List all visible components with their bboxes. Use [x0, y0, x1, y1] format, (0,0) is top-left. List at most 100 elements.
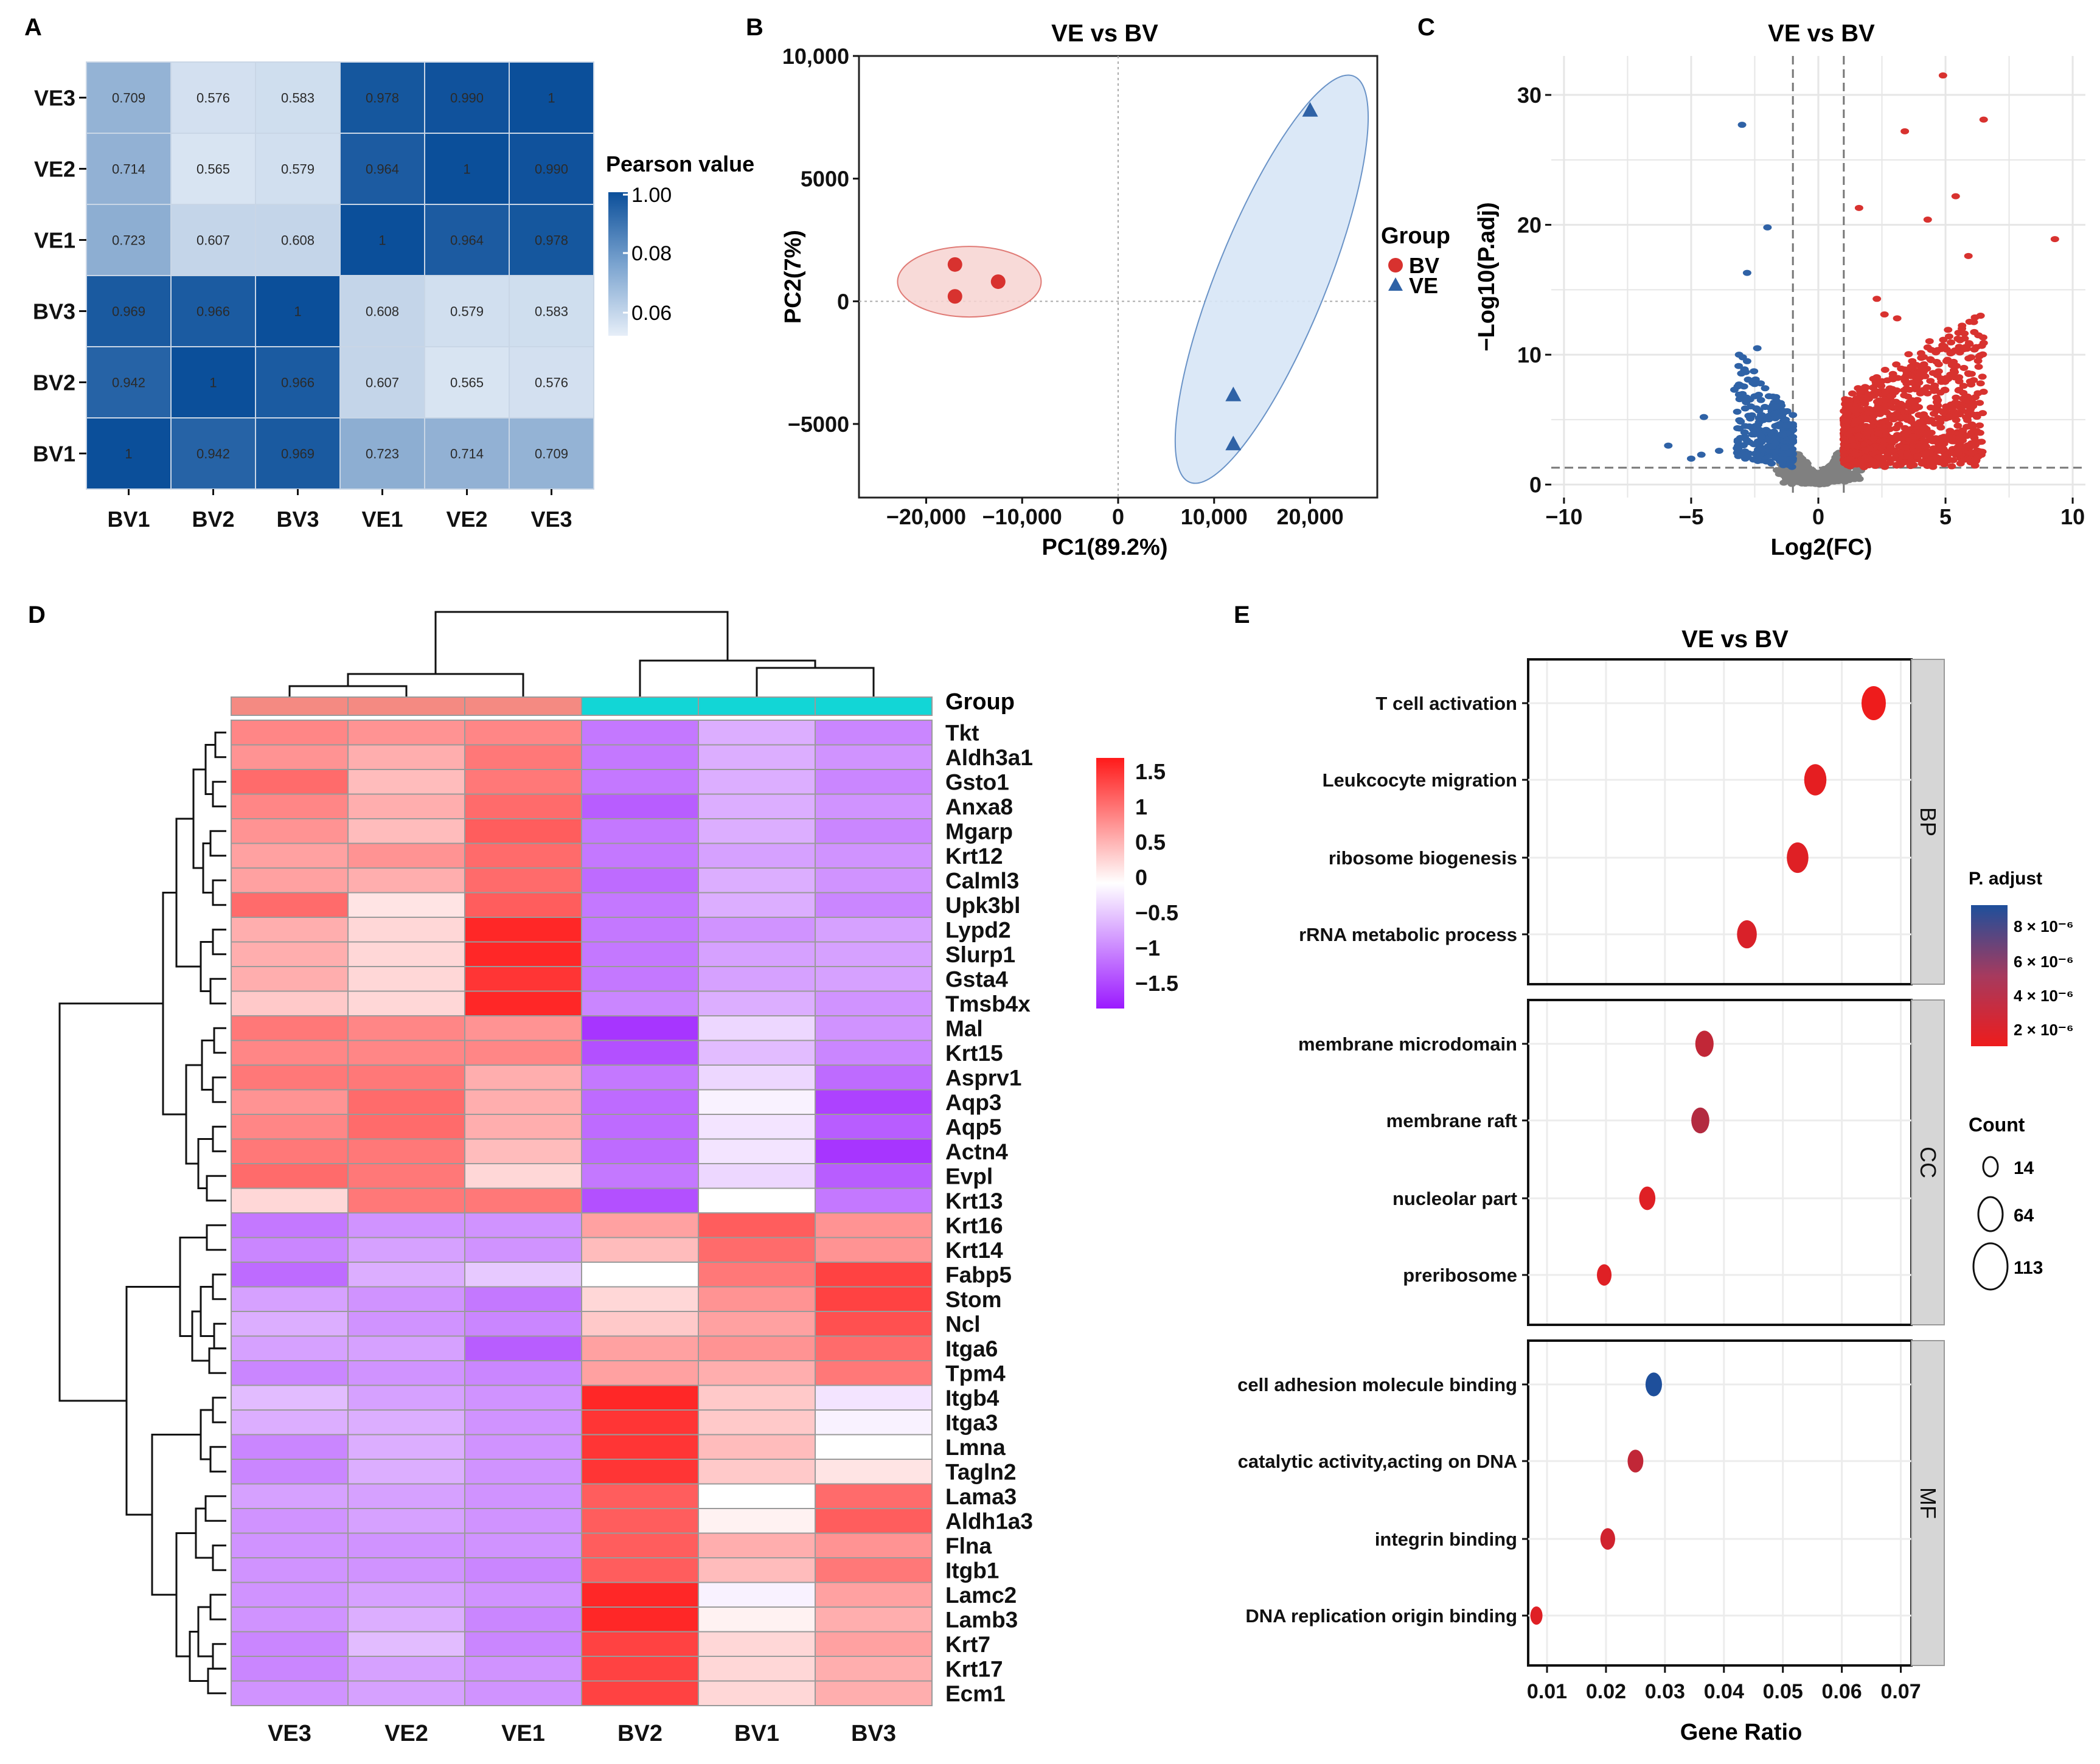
- deg-legend-tick: −1: [1135, 936, 1160, 960]
- deg-cell: [815, 1582, 933, 1608]
- deg-cell: [581, 1459, 699, 1485]
- deg-legend-tick: −0.5: [1135, 900, 1178, 925]
- deg-cell: [698, 1187, 816, 1214]
- group-annotation-label: Group: [945, 689, 1015, 715]
- volcano-point-ns: [1803, 460, 1812, 467]
- go-point: [1695, 1030, 1714, 1057]
- deg-cell: [698, 892, 816, 918]
- deg-cell: [581, 1311, 699, 1337]
- deg-cell: [698, 1508, 816, 1534]
- go-xtick-label: 0.02: [1586, 1680, 1626, 1703]
- deg-cell: [464, 917, 582, 943]
- deg-cell: [347, 720, 465, 746]
- volcano-point-up: [1907, 363, 1916, 370]
- deg-cell: [231, 1631, 349, 1657]
- deg-cell: [581, 1138, 699, 1164]
- volcano-point-up: [1955, 411, 1964, 418]
- row-tree-branch: [212, 1125, 226, 1153]
- pearson-row-label: VE1: [34, 228, 75, 253]
- deg-cell: [231, 1459, 349, 1485]
- deg-cell: [698, 1434, 816, 1460]
- pearson-cell: [255, 346, 341, 418]
- deg-cell: [231, 1508, 349, 1534]
- volcano-point-up: [1880, 366, 1890, 373]
- deg-cell: [464, 867, 582, 894]
- volcano-point-down: [1768, 393, 1778, 400]
- volcano-point-up: [1921, 443, 1930, 450]
- go-point: [1597, 1264, 1612, 1286]
- volcano-point-down: [1778, 432, 1787, 439]
- volcano-point-up: [1863, 415, 1872, 422]
- volcano-point-up: [1860, 442, 1869, 448]
- volcano-point-up: [1964, 370, 1973, 377]
- deg-cell: [347, 1656, 465, 1682]
- volcano-point-up: [1946, 350, 1955, 356]
- pearson-col-label: BV3: [276, 507, 319, 532]
- deg-cell: [581, 1262, 699, 1288]
- pearson-cell: [509, 61, 594, 134]
- pearson-cell-value: 0.565: [450, 375, 484, 391]
- pca-ytick-label: 5000: [801, 167, 849, 192]
- row-tree-branch: [212, 1273, 226, 1300]
- panel-d-letter: D: [28, 602, 46, 628]
- count-legend-small: [1982, 1156, 1999, 1178]
- row-dendrogram: [58, 731, 226, 1695]
- deg-cell: [231, 1138, 349, 1164]
- count-legend-medium: [1977, 1196, 2004, 1232]
- pearson-cell: [86, 346, 172, 418]
- pca-xtick-label: −20,000: [886, 504, 966, 529]
- volcano-point-down: [1733, 445, 1742, 451]
- volcano-point-down: [1767, 460, 1776, 467]
- deg-cell: [231, 1532, 349, 1558]
- volcano-point-up: [1944, 327, 1953, 333]
- gene-label: Tkt: [945, 720, 979, 745]
- gene-label: Itga3: [945, 1410, 998, 1435]
- volcano-point-up: [1903, 417, 1912, 423]
- pearson-cell-value: 0.990: [535, 162, 568, 177]
- deg-legend-tick: 0.5: [1135, 830, 1166, 855]
- volcano-point-up: [1974, 364, 1983, 370]
- volcano-xlabel: Log2(FC): [1771, 535, 1872, 560]
- deg-cell: [464, 1606, 582, 1633]
- go-point: [1530, 1606, 1543, 1625]
- deg-cell: [464, 1631, 582, 1657]
- pearson-col-label: VE1: [361, 507, 403, 532]
- deg-cell: [231, 1015, 349, 1041]
- pearson-cell-value: 0.990: [450, 91, 484, 106]
- volcano-point-up: [1978, 334, 1987, 341]
- go-point: [1861, 686, 1886, 720]
- volcano-point-down: [1750, 368, 1759, 375]
- deg-cell: [581, 990, 699, 1016]
- row-tree-branch: [206, 1175, 226, 1202]
- row-tree-branch: [213, 1027, 226, 1054]
- pca-point-bv: [990, 274, 1006, 290]
- volcano-point-down: [1745, 423, 1754, 430]
- gene-label: Itgb1: [945, 1558, 999, 1583]
- volcano-point-up: [1919, 353, 1928, 360]
- volcano-point-up: [1970, 328, 1979, 335]
- group-cell: [698, 696, 816, 716]
- deg-cell: [347, 892, 465, 918]
- pearson-cell-value: 0.709: [535, 446, 568, 462]
- volcano-point-up: [1939, 336, 1948, 343]
- volcano-point-up: [1882, 409, 1891, 416]
- pearson-cell-value: 0.969: [281, 446, 315, 462]
- deg-cell: [815, 1237, 933, 1263]
- deg-cell: [698, 1212, 816, 1238]
- volcano-point-up: [1930, 420, 1939, 427]
- volcano-point-up: [1880, 311, 1889, 318]
- pearson-cell-value: 0.576: [535, 375, 568, 391]
- volcano-point-up: [1923, 217, 1932, 223]
- pca-ellipse-bv: [897, 246, 1042, 318]
- volcano-point-up: [1851, 451, 1860, 458]
- deg-cell: [347, 1237, 465, 1263]
- volcano-point-down: [1742, 394, 1751, 401]
- volcano-point-down: [1742, 399, 1751, 406]
- volcano-point-up: [1923, 344, 1932, 351]
- volcano-point-up: [1975, 422, 1984, 429]
- deg-cell: [231, 1360, 349, 1386]
- volcano-point-ns: [1843, 474, 1852, 481]
- volcano-point-up: [1874, 454, 1883, 460]
- volcano-point-up: [1907, 459, 1916, 466]
